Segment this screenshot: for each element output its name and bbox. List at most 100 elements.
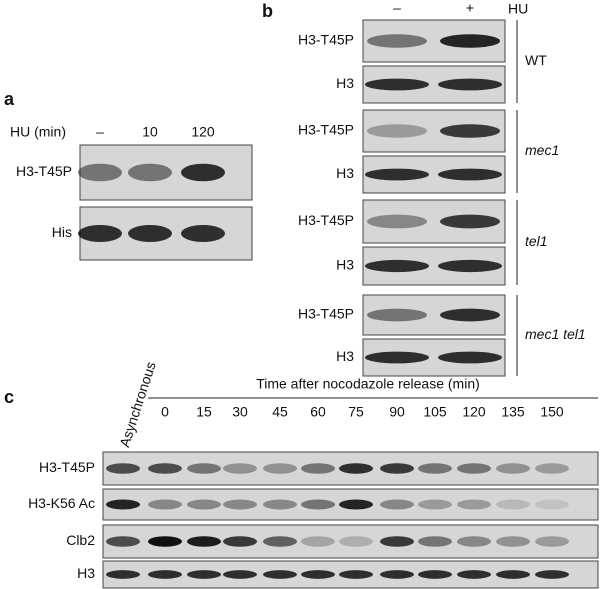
band [367, 308, 427, 322]
lane-label: + [466, 0, 474, 16]
blot-label: H3-T45P [298, 212, 354, 228]
band [440, 34, 500, 48]
timepoint-label: 75 [348, 404, 364, 420]
band [78, 163, 122, 182]
timepoint-label: 135 [501, 404, 525, 420]
band [223, 463, 257, 474]
band [78, 225, 122, 242]
timepoint-label: 30 [232, 404, 248, 420]
band [535, 463, 569, 474]
blot-label: H3 [336, 75, 354, 91]
band [301, 570, 335, 579]
timepoint-label: 0 [161, 404, 169, 420]
band [106, 499, 140, 510]
condition-label: HU (min) [10, 124, 66, 140]
band [263, 463, 297, 474]
band [367, 214, 427, 229]
band [440, 214, 500, 229]
blot-label: H3-T45P [16, 163, 72, 179]
band [106, 536, 140, 547]
panel-label: b [262, 1, 273, 21]
band [438, 78, 502, 91]
band [148, 463, 182, 474]
blot-label: H3-K56 Ac [28, 495, 95, 511]
band [496, 570, 530, 579]
band [148, 499, 182, 510]
blot [102, 524, 599, 559]
band [365, 351, 429, 364]
band [380, 536, 414, 547]
blot-label: Clb2 [66, 532, 95, 548]
band [365, 78, 429, 91]
band [128, 163, 172, 182]
band [339, 499, 373, 510]
timepoint-label: 150 [540, 404, 564, 420]
blot-label: H3 [336, 348, 354, 364]
blot-label: H3-T45P [39, 459, 95, 475]
band [535, 570, 569, 579]
blot-label: H3 [77, 565, 95, 581]
blot-label: H3-T45P [298, 32, 354, 48]
band [223, 570, 257, 579]
band [380, 499, 414, 510]
band [301, 536, 335, 547]
band [263, 536, 297, 547]
band [187, 499, 221, 510]
timepoint-label: 45 [272, 404, 288, 420]
timepoint-label: 105 [423, 404, 447, 420]
strain-label: WT [525, 52, 547, 68]
condition-label: HU [508, 1, 528, 17]
band [187, 536, 221, 547]
timepoint-label: 60 [310, 404, 326, 420]
blot-label: H3-T45P [298, 306, 354, 322]
band [365, 259, 429, 273]
lane-label: – [96, 124, 104, 140]
band [181, 163, 225, 182]
band [457, 536, 491, 547]
band [301, 499, 335, 510]
band [457, 499, 491, 510]
band [187, 463, 221, 474]
band [418, 463, 452, 474]
panel-label: a [4, 89, 15, 109]
band [380, 570, 414, 579]
band [365, 168, 429, 181]
band [496, 499, 530, 510]
band [187, 570, 221, 579]
band [106, 570, 140, 579]
band [440, 124, 500, 138]
blot-label: H3 [336, 165, 354, 181]
band [535, 536, 569, 547]
band [535, 499, 569, 510]
strain-label: tel1 [525, 233, 548, 249]
band [457, 463, 491, 474]
lane-label: – [393, 0, 401, 16]
band [380, 463, 414, 474]
band [440, 308, 500, 322]
band [418, 536, 452, 547]
band [263, 570, 297, 579]
strain-label: mec1 [525, 142, 559, 158]
band [301, 463, 335, 474]
band [418, 570, 452, 579]
band [438, 168, 502, 181]
band [496, 463, 530, 474]
band [223, 536, 257, 547]
blot-label: His [52, 224, 72, 240]
blot-label: H3 [336, 257, 354, 273]
timepoint-label: 120 [462, 404, 486, 420]
time-title: Time after nocodazole release (min) [256, 376, 480, 392]
band [339, 536, 373, 547]
band [496, 536, 530, 547]
strain-label: mec1 tel1 [525, 326, 586, 342]
band [438, 351, 502, 364]
band [148, 536, 182, 547]
panel-label: c [4, 387, 14, 407]
control-lane-label: Asynchronous [116, 360, 159, 449]
band [418, 499, 452, 510]
band [367, 124, 427, 138]
lane-label: 120 [191, 124, 215, 140]
timepoint-label: 90 [389, 404, 405, 420]
band [106, 463, 140, 474]
band [339, 463, 373, 474]
